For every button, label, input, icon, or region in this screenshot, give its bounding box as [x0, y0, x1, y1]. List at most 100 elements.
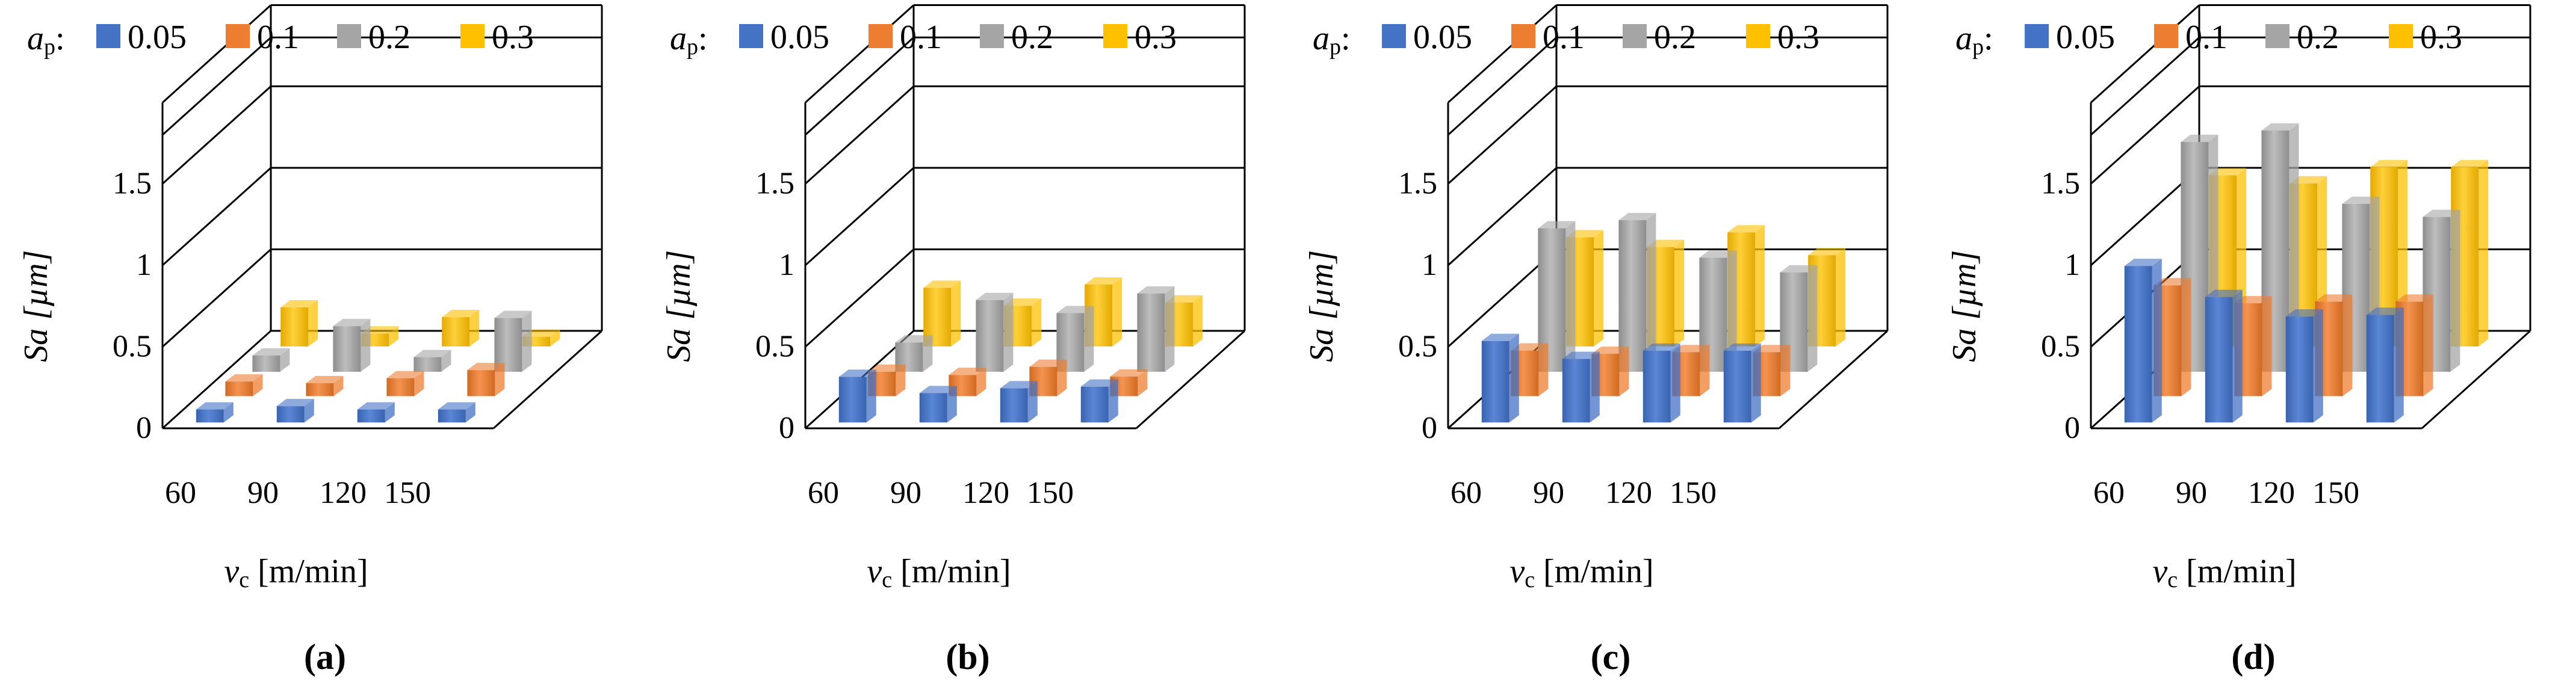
side-wall-top-edge — [804, 4, 915, 103]
gridlines — [161, 4, 603, 430]
y-tick-label: 0 — [779, 411, 794, 445]
legend-item: 0.2 — [2265, 19, 2339, 56]
x-axis-label: vc [m/min] — [1509, 553, 1653, 593]
bar — [386, 371, 424, 396]
legend-item: 0.1 — [2154, 19, 2228, 56]
legend-item: 0.05 — [739, 19, 829, 56]
bar — [919, 386, 957, 423]
y-tick-label: 1.5 — [113, 167, 152, 201]
floor-right-edge — [1135, 330, 1246, 430]
legend-label: 0.1 — [900, 19, 942, 56]
bar — [1137, 286, 1175, 372]
floor-right-edge — [492, 330, 603, 430]
gridline-side — [1447, 167, 1558, 266]
x-tick-label: 90 — [890, 476, 921, 510]
legend-label: 0.1 — [1543, 19, 1585, 56]
legend-item: 0.05 — [2025, 19, 2115, 56]
panel-label: (b) — [946, 637, 989, 677]
gridline-side — [161, 248, 272, 348]
legend-label: 0.2 — [2297, 19, 2339, 56]
y-tick-label: 0.5 — [2041, 330, 2080, 364]
bar — [1618, 213, 1656, 372]
legend-swatch — [1103, 24, 1127, 48]
bar — [1643, 343, 1680, 423]
legend-label: 0.3 — [1777, 19, 1819, 56]
legend-label: 0.05 — [2056, 19, 2115, 56]
legend-item: 0.3 — [1746, 19, 1819, 56]
y-axis-label: Sa [µm] — [1946, 250, 1983, 362]
bar — [276, 399, 314, 423]
bar — [1562, 351, 1600, 423]
bar — [1481, 333, 1519, 423]
y-tick-label: 1.5 — [2041, 167, 2080, 201]
bar — [438, 402, 475, 423]
legend-swatch — [1623, 24, 1647, 48]
gridline-side — [2090, 37, 2200, 136]
legend-title: ap: — [27, 20, 65, 60]
legend-item: 0.1 — [868, 19, 942, 56]
legend-swatch — [868, 24, 893, 48]
gridline-side — [1447, 85, 1558, 185]
chart-panel-a: 0 0.5 1 1.5 Sa [µm] 60 90 120 150 vc [m/min] (a) ap… — [17, 4, 603, 677]
y-tick-label: 0.5 — [113, 330, 152, 364]
legend-swatch — [1382, 24, 1406, 48]
legend-label: 0.05 — [1413, 19, 1472, 56]
x-tick-label: 120 — [1605, 476, 1652, 510]
y-tick-label: 1.5 — [755, 167, 794, 201]
legend-label: 0.2 — [1011, 19, 1053, 56]
bar — [1080, 379, 1118, 423]
legend-item: 0.05 — [96, 19, 187, 56]
y-axis-label: Sa [µm] — [660, 250, 698, 362]
y-tick-label: 1 — [2064, 248, 2080, 282]
legend-label: 0.05 — [128, 19, 187, 56]
x-tick-label: 60 — [2093, 476, 2125, 510]
legend-label: 0.05 — [770, 19, 829, 56]
legend-swatch — [2265, 24, 2290, 48]
gridline-side — [161, 167, 272, 266]
chart-panel-b: 0 0.5 1 1.5 Sa [µm] 60 90 120 150 vc [m/min] (b) ap… — [660, 4, 1246, 677]
bar — [1723, 343, 1761, 423]
legend-swatch — [980, 24, 1004, 48]
legend-item: 0.1 — [226, 19, 299, 56]
panel-label: (c) — [1591, 637, 1631, 677]
legend-label: 0.1 — [257, 19, 299, 56]
legend-item: 0.3 — [2389, 19, 2462, 56]
floor-right-edge — [2421, 330, 2531, 430]
legend: ap: 0.05 0.1 0.2 0.3 — [1955, 19, 2462, 60]
bar — [196, 402, 234, 423]
gridline-side — [161, 85, 272, 185]
bar — [2205, 289, 2243, 423]
y-tick-label: 0.5 — [755, 330, 794, 364]
y-tick-label: 1.5 — [1398, 167, 1437, 201]
side-wall-top-edge — [2090, 4, 2200, 103]
legend-swatch — [2389, 24, 2413, 48]
legend-item: 0.2 — [1623, 19, 1696, 56]
x-tick-label: 150 — [384, 476, 431, 510]
side-wall-top-edge — [1447, 4, 1558, 103]
x-tick-label: 60 — [165, 476, 196, 510]
x-tick-label: 90 — [1533, 476, 1564, 510]
legend-item: 0.2 — [337, 19, 410, 56]
legend-swatch — [460, 24, 485, 48]
legend-item: 0.2 — [980, 19, 1053, 56]
x-tick-label: 120 — [320, 476, 367, 510]
y-tick-label: 0 — [1422, 411, 1437, 445]
x-tick-label: 60 — [1451, 476, 1482, 510]
gridline-side — [161, 330, 272, 430]
y-tick-label: 0.5 — [1398, 330, 1437, 364]
bar — [357, 402, 395, 423]
gridline-side — [804, 248, 915, 348]
bar — [333, 319, 371, 372]
legend-item: 0.3 — [1103, 19, 1177, 56]
y-tick-label: 1 — [1422, 248, 1437, 282]
x-tick-label: 120 — [2248, 476, 2295, 510]
bar — [2366, 307, 2404, 423]
legend-swatch — [226, 24, 250, 48]
legend: ap: 0.05 0.1 0.2 0.3 — [670, 19, 1177, 60]
bar — [280, 300, 318, 346]
x-axis-label: vc [m/min] — [224, 553, 368, 593]
legend-swatch — [337, 24, 361, 48]
bar — [976, 292, 1014, 372]
legend-title: ap: — [670, 20, 708, 60]
